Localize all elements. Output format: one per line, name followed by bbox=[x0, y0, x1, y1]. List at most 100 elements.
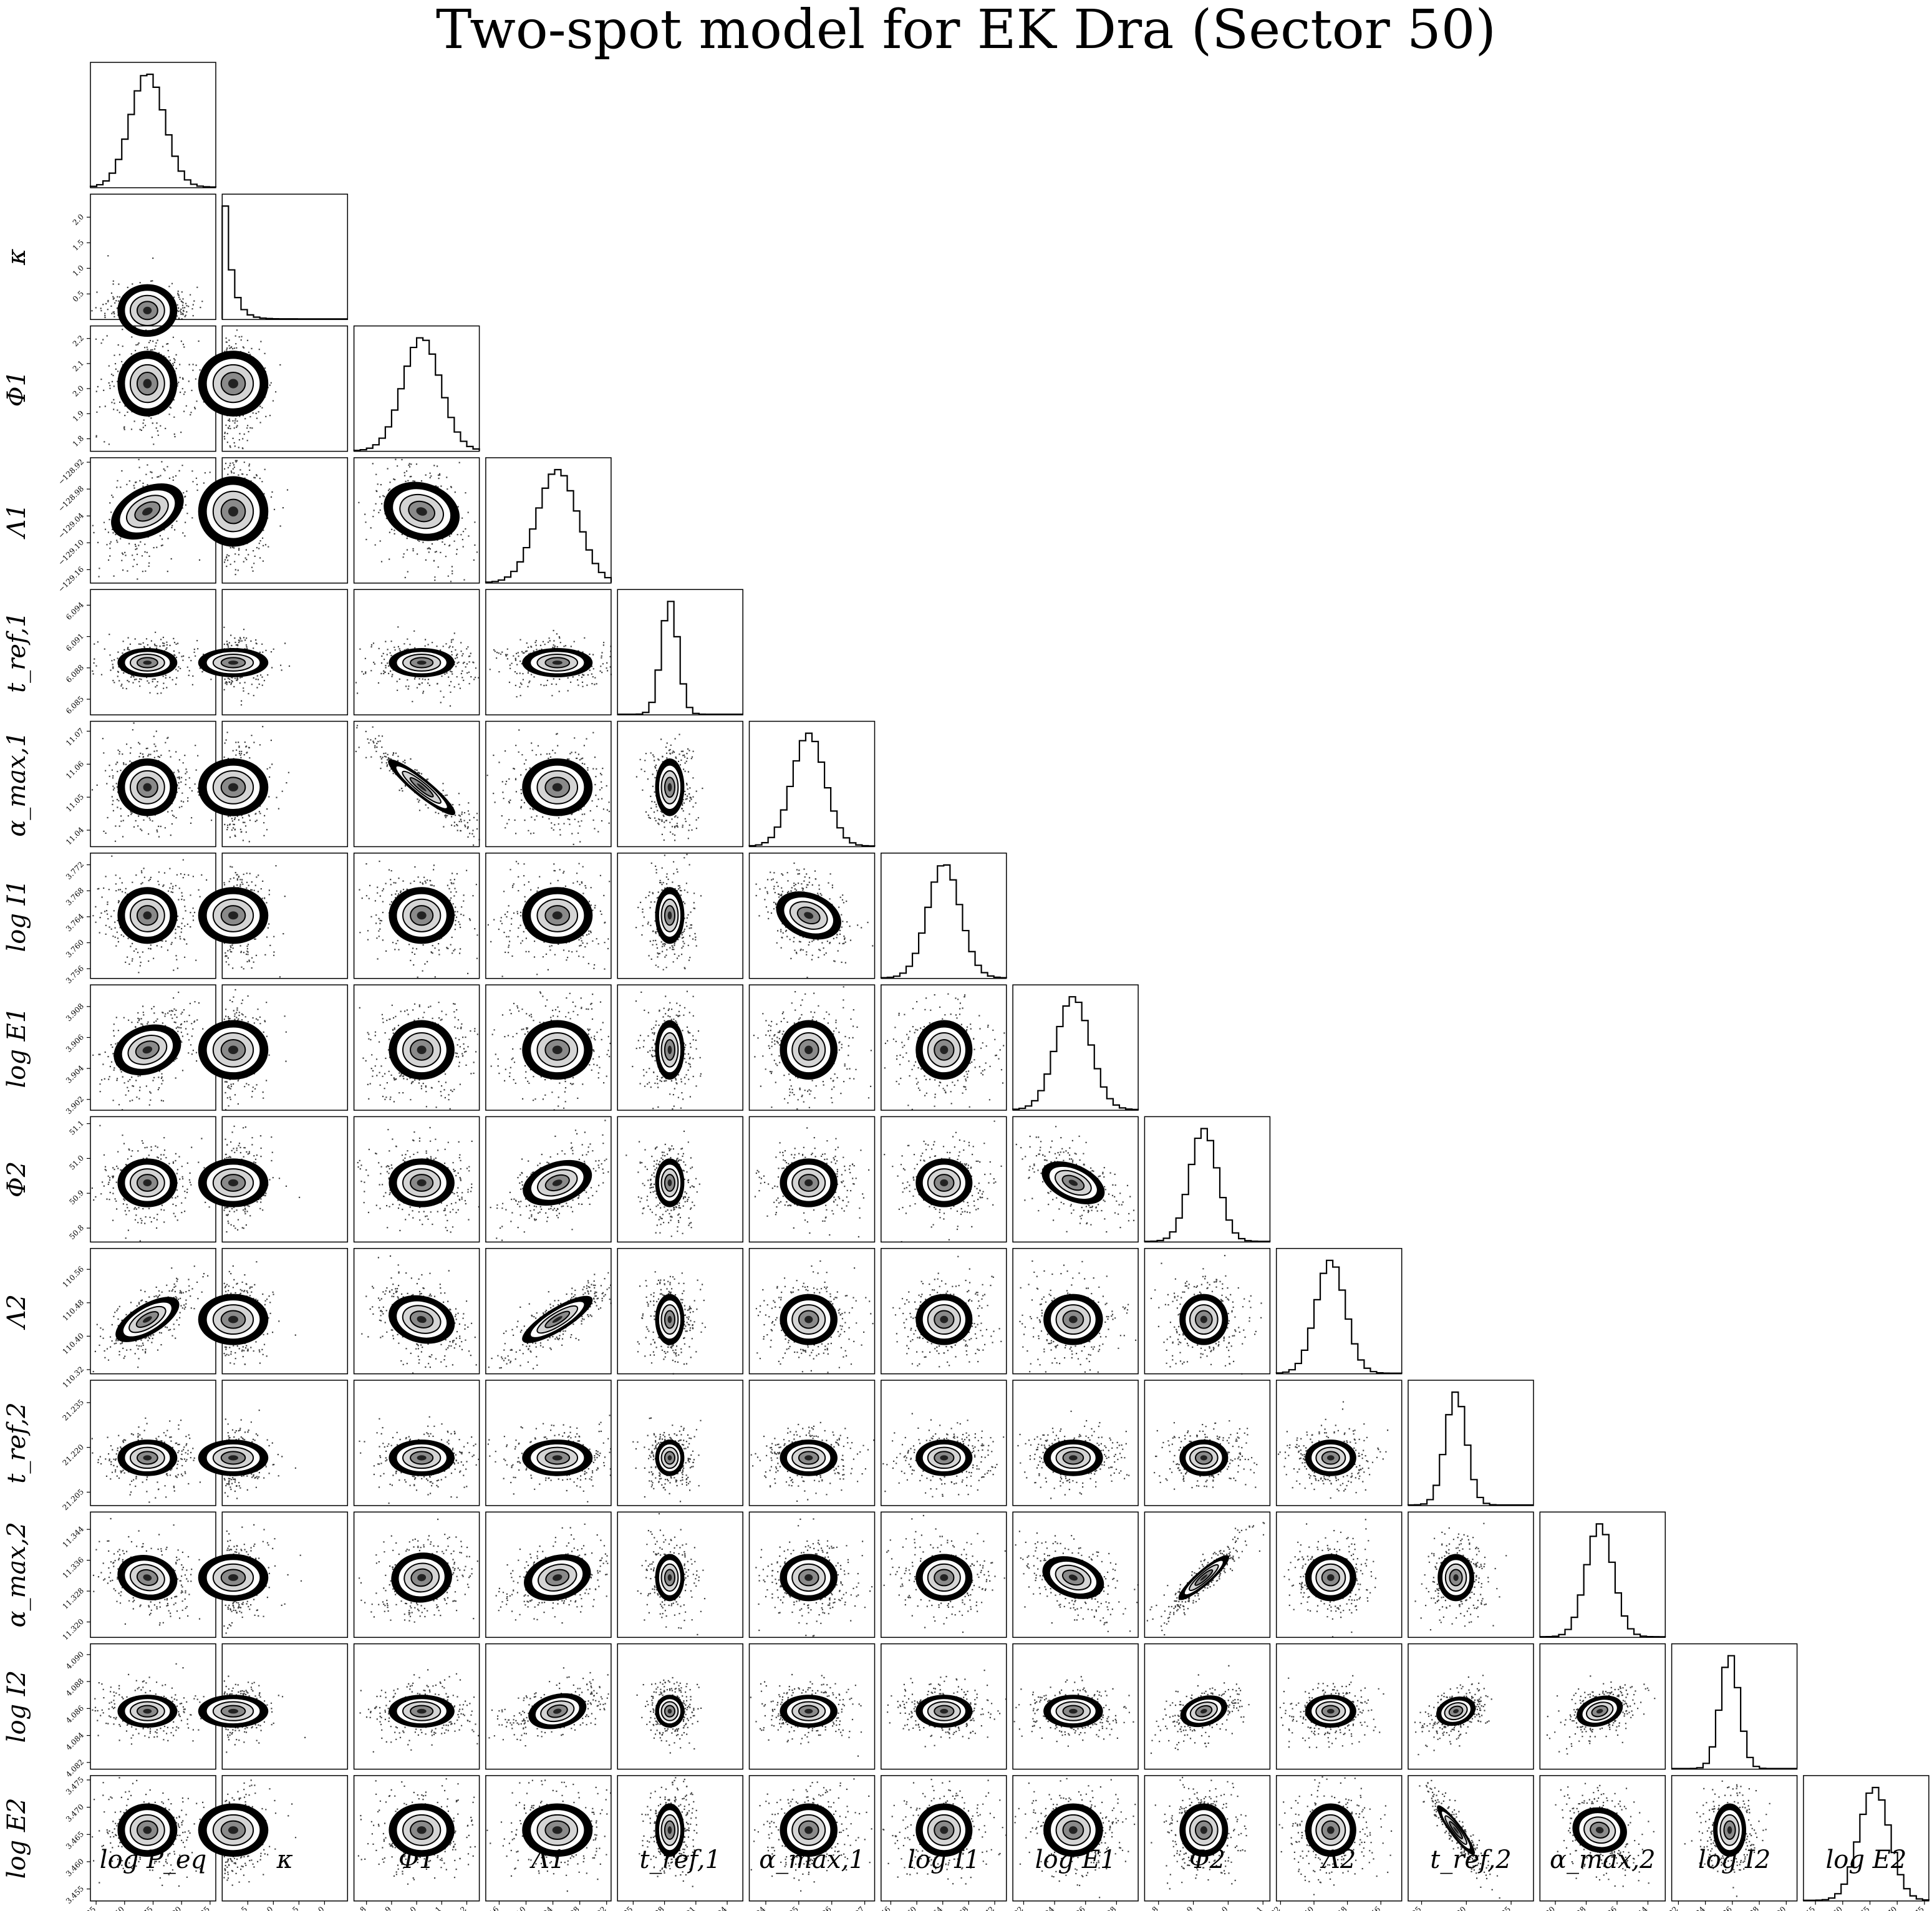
density-panel-max-2-vs-log-i1 bbox=[881, 1511, 1007, 1638]
histogram-panel-1 bbox=[353, 325, 480, 452]
panel-frame bbox=[617, 1643, 743, 1770]
density-peak bbox=[552, 1316, 563, 1323]
x-tick-label-log-p-eq: 0.971100 bbox=[152, 1905, 183, 1911]
density-panel-1-vs-kappa bbox=[198, 325, 349, 452]
scatter-points bbox=[1684, 1780, 1770, 1897]
scatter-points bbox=[1414, 1675, 1492, 1756]
density-peak bbox=[1453, 1826, 1459, 1834]
x-axis-label-t-ref-2: t_ref,2 bbox=[1430, 1846, 1511, 1874]
density-panel-log-i2-vs-t-ref-2 bbox=[1408, 1643, 1534, 1770]
histogram-2 bbox=[1275, 1259, 1402, 1374]
x-tick-label-log-p-eq: 0.971050 bbox=[95, 1905, 126, 1911]
density-panel-t-ref-2-vs-2 bbox=[1275, 1380, 1403, 1506]
density-panel-log-i2-vs-1 bbox=[353, 1643, 480, 1770]
density-panel-log-i1-vs-kappa bbox=[198, 853, 349, 979]
y-tick-label-2: 110.48 bbox=[61, 1298, 86, 1323]
panel-frame bbox=[485, 1116, 612, 1243]
y-tick-label-t-ref-2: 21.235 bbox=[61, 1398, 86, 1423]
x-tick-label-log-i2: 4.082 bbox=[1658, 1905, 1679, 1911]
density-panel-2-vs-kappa bbox=[198, 1116, 349, 1243]
panel-frame bbox=[485, 1775, 612, 1902]
x-axis-label-2: Φ2 bbox=[1189, 1846, 1225, 1874]
panel-frame bbox=[1275, 1380, 1403, 1506]
density-peak bbox=[552, 783, 563, 791]
density-panel-log-e2-vs-2 bbox=[1144, 1775, 1271, 1902]
density-panel-log-e1-vs-1 bbox=[485, 984, 612, 1111]
density-peak bbox=[667, 1179, 672, 1187]
scatter-points bbox=[636, 1676, 702, 1754]
y-tick-label-log-e2: 3.460 bbox=[64, 1857, 85, 1878]
y-tick-label-t-ref-1: 6.091 bbox=[64, 632, 85, 653]
density-peak bbox=[417, 1179, 427, 1187]
panel-frame bbox=[1012, 1247, 1139, 1375]
density-panel-t-ref-1-vs-1 bbox=[353, 589, 480, 715]
x-tick-label-1: 2.1 bbox=[428, 1905, 443, 1911]
y-tick-label-2: 50.8 bbox=[67, 1223, 85, 1241]
x-tick-label-2: 50.8 bbox=[1142, 1905, 1160, 1911]
density-panel-log-e1-vs-log-p-eq bbox=[90, 984, 216, 1111]
density-panel-t-ref-2-vs-1 bbox=[485, 1380, 612, 1506]
x-axis-label-max-1: α_max,1 bbox=[759, 1846, 865, 1874]
density-peak bbox=[228, 1179, 239, 1187]
y-tick-label-max-2: 11.336 bbox=[61, 1555, 86, 1580]
x-tick-label-log-i2: 4.084 bbox=[1686, 1905, 1707, 1911]
panel-frame bbox=[881, 1380, 1007, 1506]
panel-frame bbox=[748, 1380, 876, 1506]
x-tick-label-log-e2: 3.475 bbox=[1905, 1905, 1926, 1911]
density-peak bbox=[228, 1826, 239, 1834]
panel-frame bbox=[881, 1116, 1007, 1243]
density-panel-t-ref-2-vs-2 bbox=[1144, 1380, 1271, 1506]
panel-frame bbox=[748, 984, 876, 1111]
density-panel-max-2-vs-1 bbox=[485, 1511, 612, 1638]
density-peak bbox=[1596, 1709, 1603, 1714]
density-peak bbox=[143, 1826, 152, 1834]
y-tick-label-max-1: 11.05 bbox=[64, 792, 85, 813]
y-tick-label-t-ref-1: 6.094 bbox=[64, 600, 85, 621]
x-tick-label-log-e2: 3.455 bbox=[1795, 1905, 1817, 1911]
panel-frame bbox=[1012, 1643, 1139, 1770]
density-peak bbox=[417, 1574, 427, 1582]
density-panel-log-e2-vs-log-i1 bbox=[881, 1775, 1007, 1902]
density-panel-t-ref-2-vs-log-p-eq bbox=[90, 1380, 216, 1506]
histogram-log-e2 bbox=[1802, 1786, 1930, 1901]
y-axis-label-t-ref-1: t_ref,1 bbox=[2, 611, 31, 692]
panel-frame bbox=[1144, 1511, 1271, 1638]
density-panel-log-e2-vs-2 bbox=[1275, 1775, 1403, 1902]
density-panel-max-2-vs-t-ref-2 bbox=[1408, 1511, 1534, 1638]
scatter-points bbox=[887, 1670, 1007, 1748]
y-tick-label-1: 2.2 bbox=[71, 334, 85, 348]
panel-frame bbox=[617, 1775, 743, 1902]
x-tick-label-t-ref-1: 6.091 bbox=[676, 1905, 697, 1911]
histogram-t-ref-1 bbox=[617, 601, 743, 715]
panel-frame bbox=[881, 1775, 1007, 1902]
x-tick-label-max-2: 11.328 bbox=[1563, 1905, 1588, 1911]
panel-frame bbox=[1539, 1775, 1666, 1902]
panel-frame bbox=[1671, 1643, 1798, 1770]
x-axis-label-1: Φ1 bbox=[398, 1846, 435, 1874]
density-panel-max-2-vs-kappa bbox=[198, 1511, 349, 1638]
panel-frame bbox=[1012, 1116, 1139, 1243]
panel-frame bbox=[1144, 1116, 1271, 1243]
x-tick-label-1: −128.98 bbox=[552, 1905, 581, 1911]
density-panel-log-i1-vs-max-1 bbox=[748, 853, 876, 979]
density-panel-max-2-vs-1 bbox=[353, 1511, 480, 1638]
density-panel-log-e1-vs-kappa bbox=[198, 984, 349, 1111]
density-peak bbox=[1326, 1574, 1335, 1581]
density-peak bbox=[1068, 1179, 1078, 1186]
density-peak bbox=[553, 1574, 563, 1581]
y-tick-label-log-e2: 3.475 bbox=[64, 1775, 85, 1796]
density-peak bbox=[804, 1179, 813, 1187]
histogram-panel-log-i2 bbox=[1671, 1643, 1798, 1770]
y-tick-label-log-i2: 4.086 bbox=[64, 1704, 85, 1725]
x-tick-label-log-i2: 4.088 bbox=[1739, 1905, 1761, 1911]
panel-frame bbox=[353, 1380, 480, 1506]
density-peak bbox=[552, 1045, 563, 1055]
chart-title: Two-spot model for EK Dra (Sector 50) bbox=[435, 0, 1497, 61]
panel-frame bbox=[617, 1116, 743, 1243]
density-panel-2-vs-1 bbox=[485, 1116, 612, 1243]
density-peak bbox=[417, 1455, 427, 1461]
x-tick-label-t-ref-1: 6.088 bbox=[645, 1905, 666, 1911]
x-tick-label-kappa: 0.5 bbox=[234, 1905, 249, 1911]
density-peak bbox=[804, 1455, 813, 1461]
